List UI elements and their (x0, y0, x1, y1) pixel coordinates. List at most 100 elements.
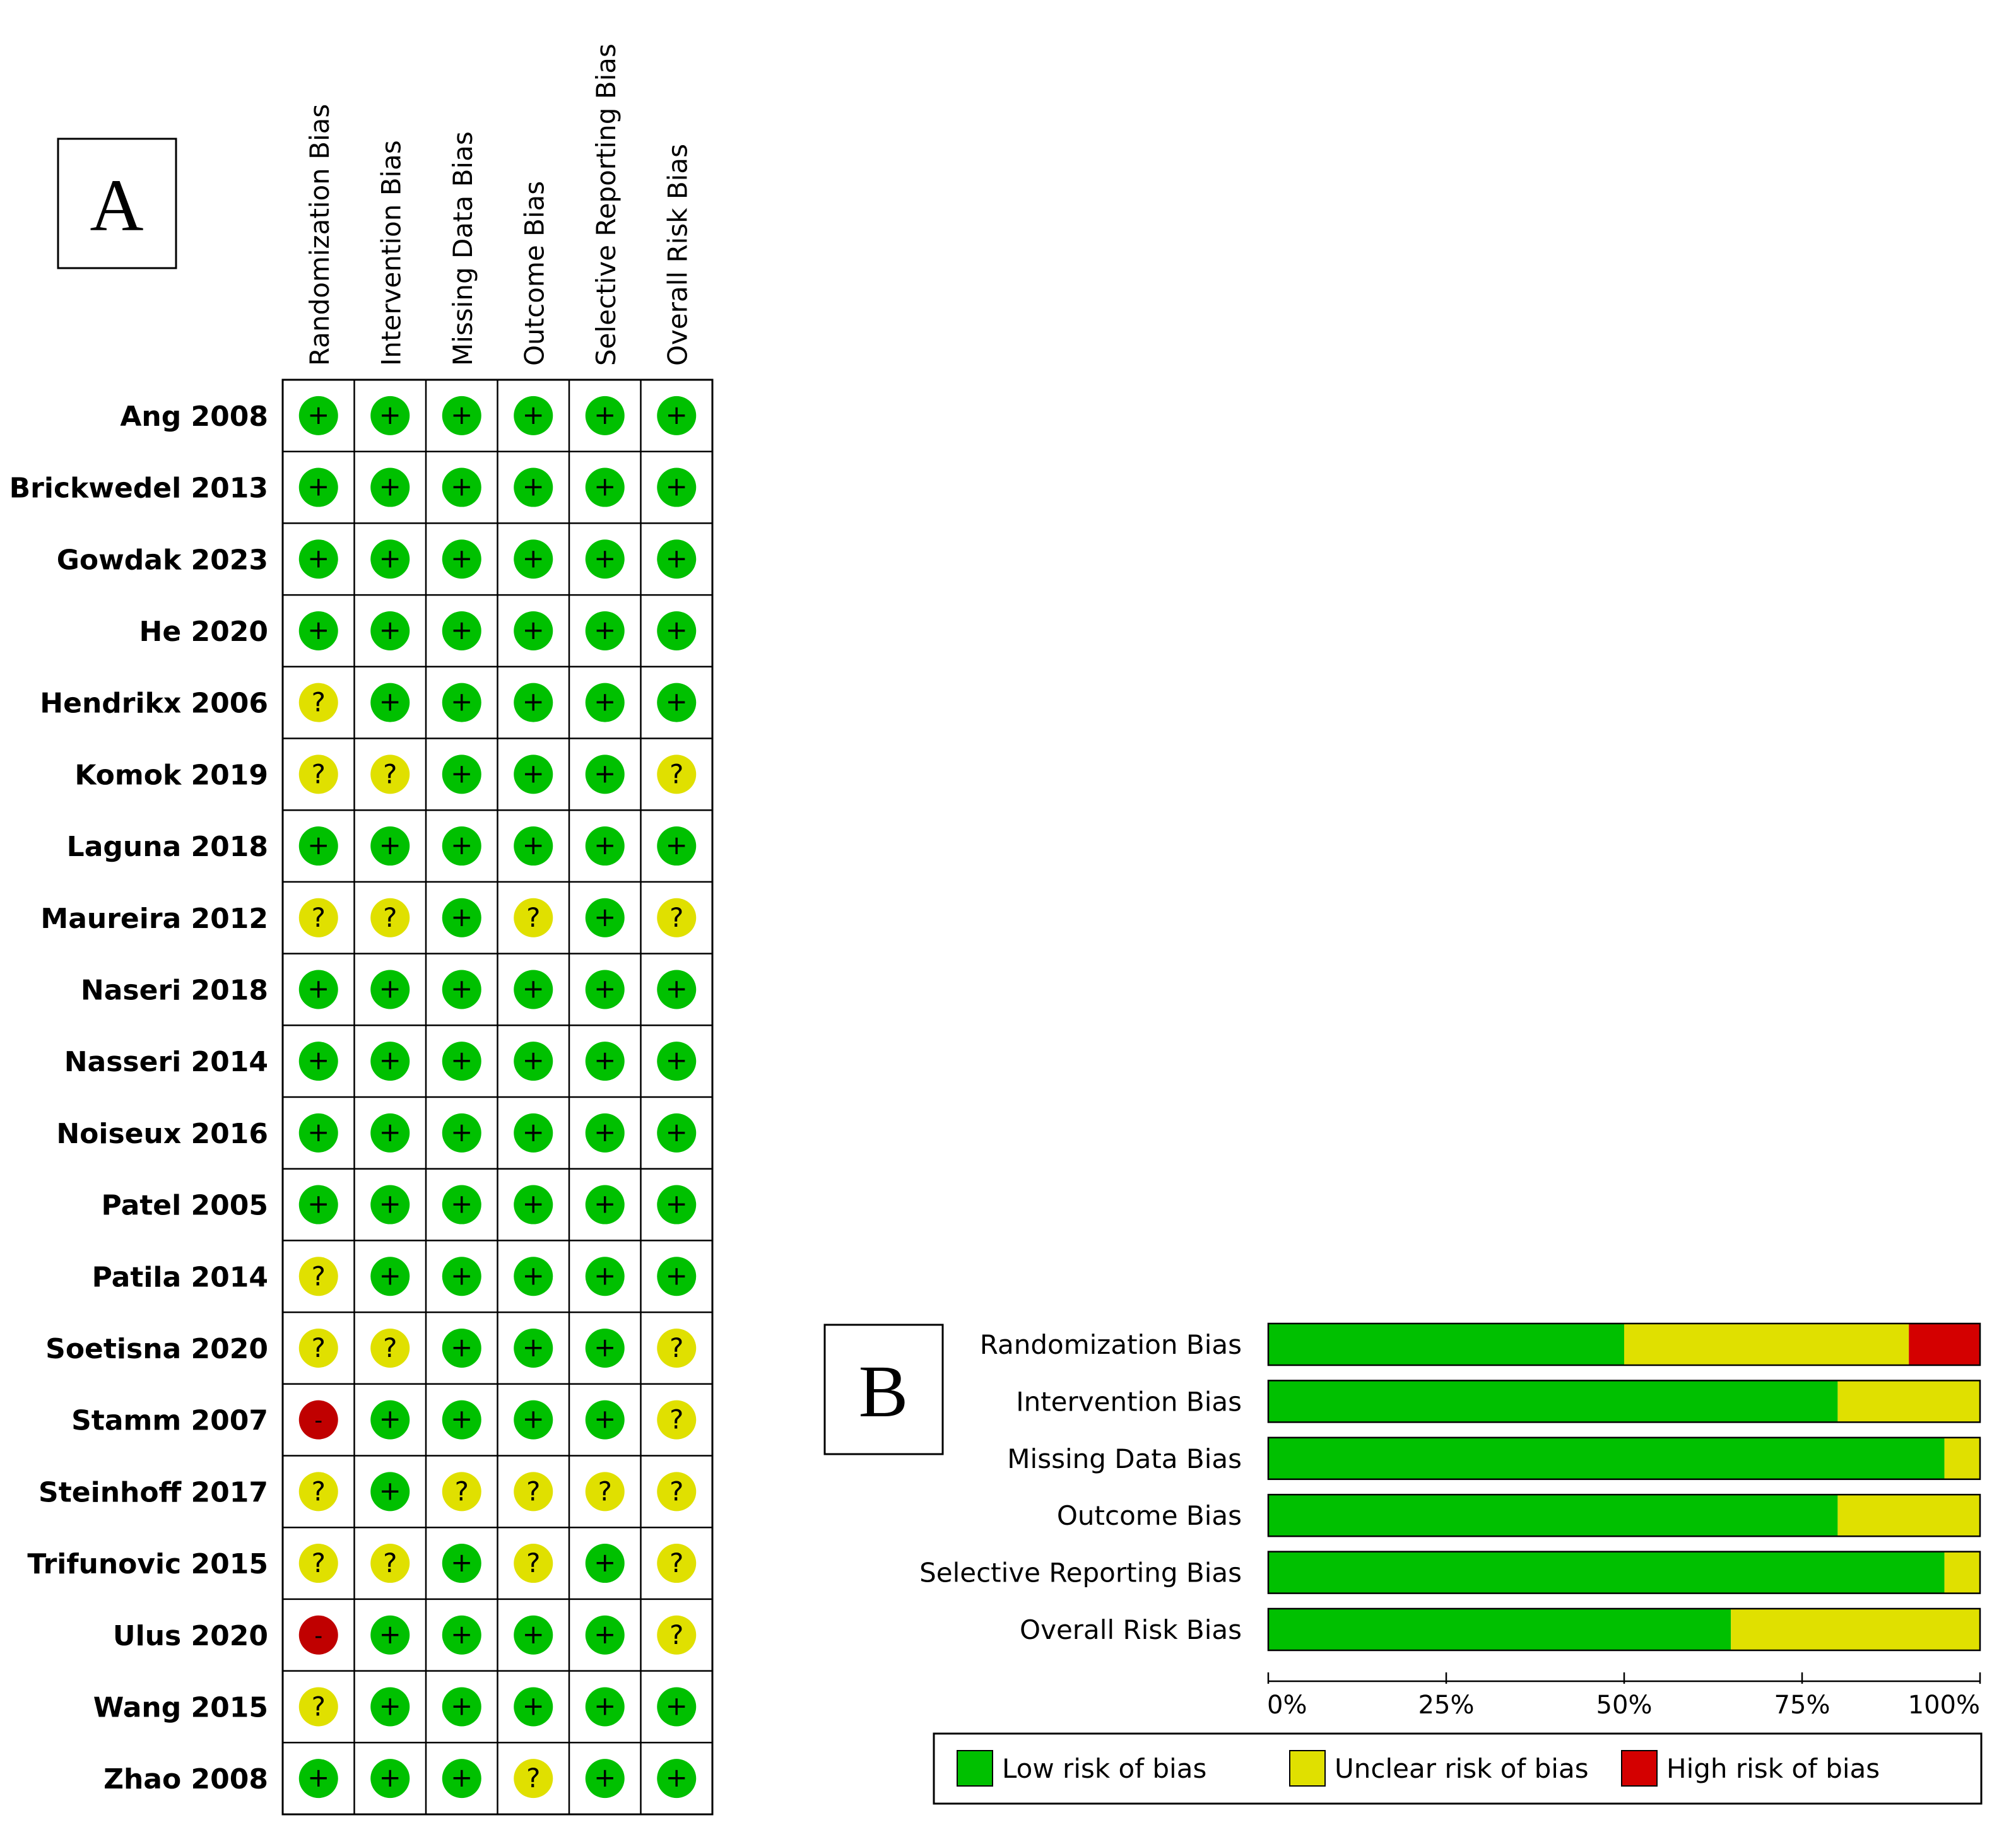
chart-legend: Low risk of bias Unclear risk of bias High… (933, 1732, 1983, 1805)
judgement-low-icon: + (370, 1400, 410, 1440)
judgement-unclear-icon: ? (514, 898, 553, 937)
column-header: Intervention Bias (375, 140, 406, 366)
judgement-circle (585, 755, 625, 794)
judgement-symbol: ? (669, 1476, 683, 1506)
judgement-unclear-icon: ? (298, 1687, 338, 1727)
judgement-circle (514, 1615, 553, 1655)
judgement-low-icon: + (442, 1257, 481, 1296)
judgement-symbol: + (379, 1690, 401, 1721)
judgement-symbol: + (522, 1619, 545, 1650)
judgement-low-icon: + (514, 1113, 553, 1153)
judgement-circle (657, 898, 697, 937)
bar-segment-1 (1731, 1609, 1980, 1650)
judgement-low-icon: + (657, 683, 697, 722)
judgement-low-icon: + (442, 755, 481, 794)
judgement-circle (298, 970, 338, 1009)
judgement-low-icon: + (585, 1759, 625, 1799)
judgement-symbol: + (451, 686, 473, 717)
judgement-low-icon: + (514, 1328, 553, 1368)
judgement-low-icon: + (370, 1185, 410, 1224)
judgement-circle (370, 1328, 410, 1368)
judgement-circle (442, 1544, 481, 1583)
judgement-low-icon: + (657, 396, 697, 435)
judgement-symbol: ? (669, 902, 683, 933)
judgement-low-icon: + (585, 396, 625, 435)
judgement-symbol: + (594, 830, 616, 860)
judgement-symbol: + (666, 471, 688, 502)
judgement-symbol: + (522, 1260, 545, 1291)
judgement-circle (370, 1042, 410, 1081)
judgement-symbol: + (379, 1117, 401, 1148)
judgement-symbol: + (594, 543, 616, 573)
judgement-circle (370, 683, 410, 722)
judgement-circle (298, 1615, 338, 1655)
judgement-circle (442, 898, 481, 937)
judgement-circle (657, 1400, 697, 1440)
judgement-symbol: + (594, 1260, 616, 1291)
judgement-symbol: + (594, 1404, 616, 1435)
judgement-low-icon: + (657, 1185, 697, 1224)
bar-category-label: Missing Data Bias (1007, 1443, 1242, 1474)
judgement-high-icon: - (298, 1615, 338, 1655)
judgement-symbol: + (594, 1762, 616, 1793)
judgement-symbol: + (451, 1762, 473, 1793)
judgement-symbol: + (451, 1260, 473, 1291)
judgement-low-icon: + (514, 539, 553, 579)
judgement-symbol: + (379, 973, 401, 1004)
judgement-symbol: ? (383, 1547, 397, 1578)
judgement-circle (585, 1759, 625, 1799)
judgement-low-icon: + (298, 1759, 338, 1799)
judgement-circle (370, 611, 410, 650)
judgement-low-icon: + (657, 1257, 697, 1296)
study-label: Steinhoff 2017 (38, 1476, 268, 1508)
bar-segment-2 (1909, 1324, 1980, 1365)
judgement-low-icon: + (514, 611, 553, 650)
judgement-symbol: + (451, 901, 473, 932)
column-header: Outcome Bias (519, 181, 550, 366)
judgement-low-icon: + (442, 1185, 481, 1224)
judgement-circle (514, 611, 553, 650)
judgement-low-icon: + (585, 611, 625, 650)
judgement-low-icon: + (442, 1615, 481, 1655)
legend-swatch (957, 1750, 993, 1787)
judgement-circle (585, 898, 625, 937)
judgement-low-icon: + (442, 1113, 481, 1153)
judgement-symbol: + (666, 686, 688, 717)
judgement-low-icon: + (514, 1400, 553, 1440)
judgement-symbol: + (307, 1189, 329, 1219)
judgement-symbol: ? (312, 687, 326, 718)
judgement-circle (514, 1042, 553, 1081)
judgement-circle (298, 1328, 338, 1368)
judgement-circle (298, 396, 338, 435)
panel-a-label-box (57, 138, 177, 269)
judgement-unclear-icon: ? (442, 1472, 481, 1512)
judgement-circle (370, 826, 410, 866)
panel-b-label: B (859, 1350, 909, 1433)
judgement-symbol: + (451, 1404, 473, 1435)
judgement-symbol: + (522, 1404, 545, 1435)
judgement-circle (442, 826, 481, 866)
study-label: Laguna 2018 (67, 831, 268, 863)
judgement-symbol: ? (526, 1763, 540, 1794)
judgement-symbol: + (379, 1762, 401, 1793)
judgement-circle (298, 1687, 338, 1727)
judgement-unclear-icon: ? (657, 755, 697, 794)
judgement-symbol: + (594, 1189, 616, 1219)
bar-category-label: Outcome Bias (1057, 1500, 1242, 1531)
judgement-symbol: + (666, 1045, 688, 1076)
judgement-unclear-icon: ? (298, 898, 338, 937)
judgement-low-icon: + (442, 1687, 481, 1727)
judgement-symbol: + (307, 830, 329, 860)
judgement-symbol: ? (312, 758, 326, 789)
x-tick-label: 0% (1267, 1691, 1307, 1720)
bar-segment-0 (1268, 1380, 1838, 1423)
judgement-symbol: ? (312, 1547, 326, 1578)
judgement-circle (657, 1687, 697, 1727)
judgement-low-icon: + (442, 1759, 481, 1799)
x-tick-label: 25% (1418, 1691, 1475, 1720)
judgement-unclear-icon: ? (298, 1544, 338, 1583)
judgement-low-icon: + (442, 1544, 481, 1583)
judgement-circle (657, 539, 697, 579)
study-label: Ang 2008 (120, 401, 268, 433)
judgement-low-icon: + (585, 1185, 625, 1224)
